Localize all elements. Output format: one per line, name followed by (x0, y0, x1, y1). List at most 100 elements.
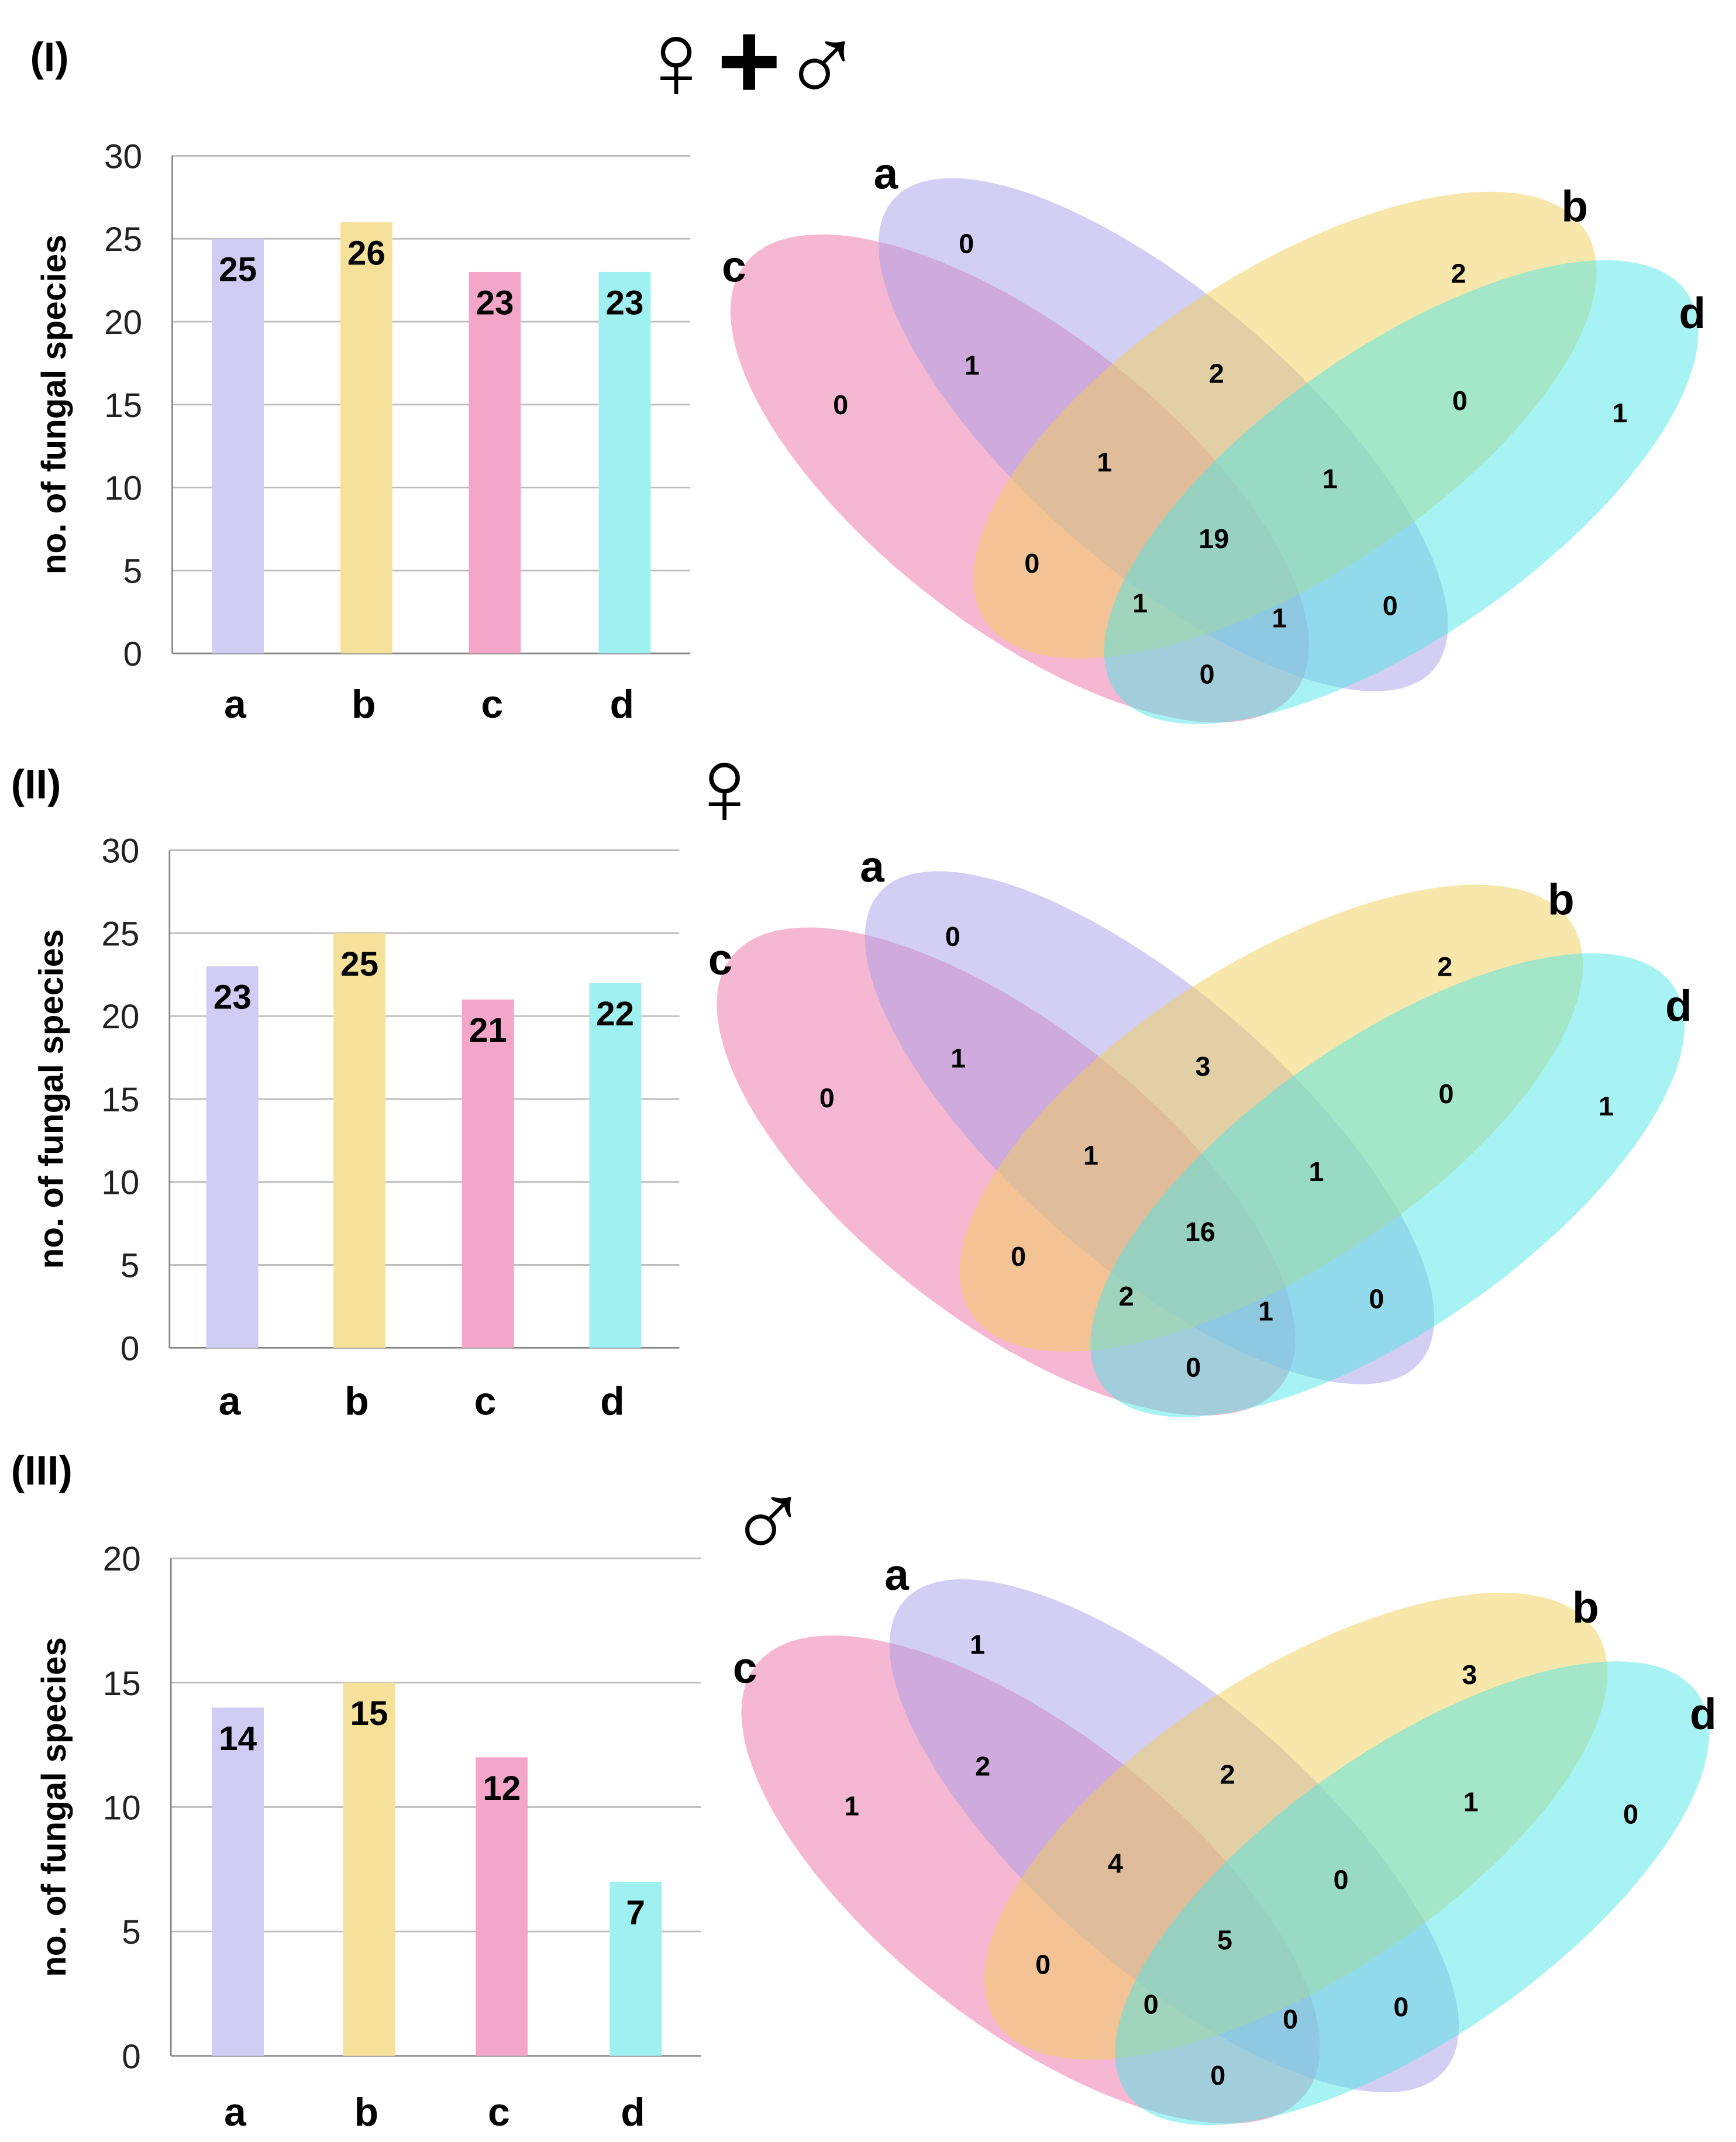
y-tick-label: 10 (104, 470, 142, 508)
y-axis-title: no. of fungal species (33, 929, 71, 1269)
bar-value-label: 12 (483, 1769, 521, 1807)
venn-region-abcd: 16 (1185, 1217, 1215, 1247)
bar-value-label: 23 (606, 284, 644, 322)
venn-region-a: 0 (959, 228, 974, 259)
venn-region-ad: 0 (1383, 591, 1398, 621)
bar-d (609, 1882, 662, 2056)
venn-region-bc: 0 (1024, 548, 1039, 578)
venn-region-d: 1 (1612, 398, 1627, 428)
venn-set-label-b: b (1572, 1583, 1599, 1632)
bar-value-label: 26 (347, 234, 385, 272)
bar-chart: 0 5 10 15 20 25 30 no. of fungal species 25 a 26 b 2… (35, 137, 691, 726)
venn-set-label-c: c (708, 935, 733, 984)
venn-region-c: 0 (833, 390, 848, 420)
y-tick-label: 15 (103, 1665, 141, 1703)
x-tick-label: b (352, 683, 376, 726)
venn-set-label-d: d (1690, 1689, 1717, 1738)
venn-region-bc: 0 (1035, 1950, 1050, 1980)
y-tick-label: 20 (104, 304, 142, 342)
panel-label: (II) (11, 762, 61, 807)
y-tick-label: 0 (123, 635, 142, 673)
x-tick-label: c (474, 1380, 497, 1424)
y-tick-label: 30 (104, 137, 142, 175)
x-tick-label: a (224, 2091, 247, 2134)
venn-region-bc: 0 (1011, 1241, 1026, 1272)
venn-region-abc: 1 (1097, 447, 1112, 477)
x-tick-label: d (610, 683, 634, 726)
venn-set-d (1104, 260, 1699, 724)
bar-value-label: 23 (213, 979, 252, 1017)
x-tick-label: c (481, 683, 503, 726)
venn-region-abd: 1 (1309, 1156, 1324, 1187)
venn-region-abc: 4 (1108, 1848, 1123, 1879)
venn-set-label-b: b (1548, 874, 1575, 924)
venn-region-b: 3 (1462, 1659, 1477, 1690)
bar-value-label: 22 (596, 995, 634, 1033)
venn-set-label-d: d (1665, 982, 1692, 1031)
panel-label: (I) (30, 35, 68, 80)
venn-region-ab: 2 (1220, 1759, 1235, 1790)
bar-value-label: 15 (350, 1695, 388, 1733)
bar-value-label: 25 (219, 251, 257, 289)
x-tick-label: a (224, 683, 247, 726)
y-tick-label: 10 (101, 1164, 139, 1202)
venn-set-label-b: b (1561, 182, 1588, 231)
y-tick-label: 5 (120, 1246, 139, 1284)
y-axis-title: no. of fungal species (35, 1637, 73, 1977)
bar-value-label: 25 (340, 945, 378, 983)
bar-c (476, 1757, 528, 2056)
venn-region-abcd: 5 (1217, 1924, 1232, 1955)
y-tick-label: 15 (101, 1081, 139, 1119)
bar-b (343, 1682, 395, 2056)
y-tick-label: 25 (101, 915, 139, 953)
venn-set-label-a: a (860, 842, 885, 891)
y-tick-label: 20 (101, 998, 139, 1036)
venn-region-ab: 3 (1196, 1051, 1211, 1082)
venn-set-d (1115, 1661, 1710, 2126)
venn-region-acd: 1 (1258, 1296, 1273, 1326)
venn-region-ad: 0 (1369, 1283, 1384, 1314)
venn-region-bcd: 0 (1143, 1989, 1159, 2019)
venn-region-b: 2 (1451, 259, 1466, 289)
bar-c (461, 999, 514, 1348)
venn-region-a: 0 (945, 921, 960, 952)
bar-a (206, 966, 259, 1348)
y-tick-label: 20 (103, 1540, 141, 1578)
venn-region-ac: 2 (975, 1751, 990, 1782)
venn-set-label-c: c (733, 1643, 757, 1692)
panel-label: (III) (11, 1448, 73, 1493)
y-tick-label: 5 (123, 552, 142, 590)
venn-region-abd: 0 (1334, 1865, 1349, 1895)
bar-b (333, 933, 386, 1348)
venn-region-abcd: 19 (1198, 524, 1229, 554)
sex-symbol: ♀+♂ (635, 0, 863, 122)
venn-region-ac: 1 (965, 350, 980, 380)
venn-region-acd: 0 (1283, 2004, 1298, 2034)
venn-set-label-a: a (874, 149, 899, 198)
bar-value-label: 7 (626, 1893, 645, 1931)
bar-chart: 0 5 10 15 20 no. of fungal species 14 a 15 b 12 c 7 d (35, 1540, 701, 2134)
bar-d (598, 271, 651, 654)
venn-set-label-c: c (722, 242, 746, 291)
venn-region-acd: 1 (1272, 603, 1287, 633)
bar-d (589, 983, 642, 1348)
venn-region-cd: 0 (1210, 2060, 1225, 2091)
y-tick-label: 25 (104, 221, 142, 259)
venn-set-label-d: d (1679, 288, 1706, 338)
y-tick-label: 5 (122, 1913, 140, 1951)
venn-diagram: a b c d 0 2 0 1 1 3 0 1 1 16 0 2 1 0 0 (708, 842, 1692, 1417)
venn-region-ac: 1 (950, 1043, 966, 1073)
y-axis-title: no. of fungal species (35, 235, 73, 574)
bar-c (469, 271, 521, 654)
sex-symbol: ♀ (684, 725, 766, 848)
bar-b (340, 222, 392, 654)
venn-region-ad: 0 (1393, 1992, 1408, 2022)
venn-region-bcd: 2 (1119, 1281, 1134, 1311)
bar-value-label: 23 (476, 284, 514, 322)
bar-value-label: 14 (219, 1720, 257, 1758)
venn-region-abd: 1 (1322, 463, 1338, 494)
venn-set-d (1090, 953, 1685, 1417)
